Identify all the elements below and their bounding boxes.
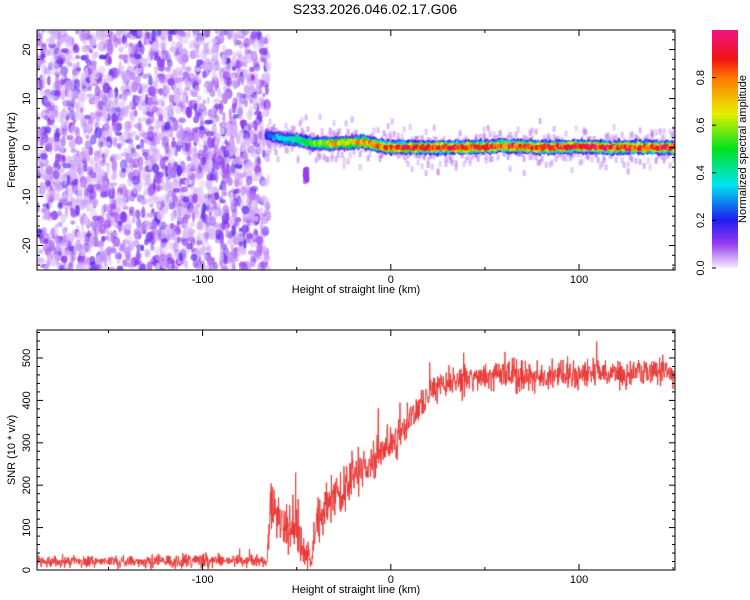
x-tick-label: 0 xyxy=(388,274,394,286)
y-tick-label: -10 xyxy=(21,189,33,205)
spectrogram-ylabel: Frequency (Hz) xyxy=(6,112,18,188)
spectrogram-xlabel: Height of straight line (km) xyxy=(292,284,420,296)
y-tick-label: 20 xyxy=(21,43,33,55)
x-tick-label: 100 xyxy=(570,274,588,286)
x-tick-label: 100 xyxy=(570,574,588,586)
colorbar-tick-label: 0.4 xyxy=(695,165,707,180)
y-tick-label: 0 xyxy=(21,144,33,150)
x-tick-label: -100 xyxy=(192,574,214,586)
spectrogram-frame xyxy=(36,29,676,271)
y-tick-label: 400 xyxy=(21,391,33,409)
colorbar-tick-label: 0.2 xyxy=(695,213,707,228)
y-tick-label: 300 xyxy=(21,434,33,452)
y-tick-label: 500 xyxy=(21,349,33,367)
y-tick-label: -20 xyxy=(21,238,33,254)
colorbar-tick-label: 0.0 xyxy=(695,260,707,275)
chart-title: S233.2026.046.02.17.G06 xyxy=(292,1,458,17)
y-tick-label: 200 xyxy=(21,476,33,494)
snr-frame xyxy=(36,329,676,571)
colorbar-tick-label: 0.8 xyxy=(695,70,707,85)
y-tick-label: 10 xyxy=(21,92,33,104)
x-tick-label: 0 xyxy=(388,574,394,586)
spectrogram-image xyxy=(37,30,675,270)
colorbar-tick-label: 0.6 xyxy=(695,118,707,133)
snr-line xyxy=(37,330,675,570)
colorbar-label: Normalized spectral amplitude xyxy=(737,75,749,223)
snr-xlabel: Height of straight line (km) xyxy=(292,584,420,596)
snr-ylabel: SNR (10 * v/v) xyxy=(6,415,18,485)
colorbar-gradient xyxy=(712,30,738,268)
y-tick-label: 100 xyxy=(21,518,33,536)
x-tick-label: -100 xyxy=(192,274,214,286)
y-tick-label: 0 xyxy=(21,567,33,573)
